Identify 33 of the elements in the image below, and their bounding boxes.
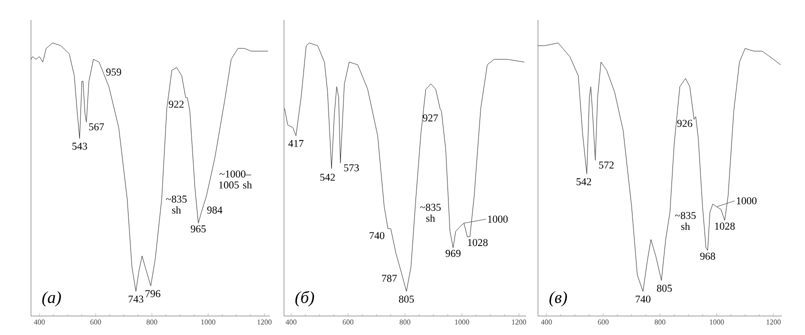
annotation: 542 — [576, 178, 592, 186]
annotation: 567 — [89, 123, 104, 130]
annotation: ~835 sh — [166, 196, 187, 214]
annotation: ~835 sh — [675, 212, 696, 230]
annotation: 1028 — [715, 222, 735, 230]
annotation: ~1000–1005 sh — [219, 170, 252, 188]
annotation: 743 — [128, 296, 144, 303]
annotation: 740 — [636, 296, 650, 303]
annotation: 1028 — [468, 239, 488, 246]
text: (б) — [295, 290, 314, 307]
annotation: 796 — [146, 290, 160, 298]
annotation: 787 — [382, 274, 397, 282]
annotation: 926 — [677, 120, 692, 127]
annotation: 543 — [72, 142, 88, 150]
annotation: 922 — [168, 100, 184, 108]
annotation: 965 — [190, 225, 206, 232]
annotation: 969 — [446, 250, 461, 257]
annotation: 959 — [106, 68, 122, 76]
annotation: 805 — [656, 284, 672, 292]
annotation: 740 — [370, 232, 384, 240]
annotation: 572 — [599, 162, 614, 169]
annotation: 417 — [288, 140, 304, 147]
annotation: 1000 — [736, 197, 757, 204]
text: (в) — [549, 291, 567, 307]
annotation: 984 — [207, 206, 222, 214]
annotation: 542 — [320, 174, 335, 181]
annotation: 927 — [422, 114, 438, 122]
text: (а) — [42, 291, 61, 307]
annotation: ~835 sh — [420, 204, 441, 222]
annotation: 805 — [398, 296, 414, 303]
annotation: 1000 — [488, 216, 508, 223]
annotation: 573 — [344, 164, 359, 172]
annotation: 968 — [700, 252, 716, 260]
